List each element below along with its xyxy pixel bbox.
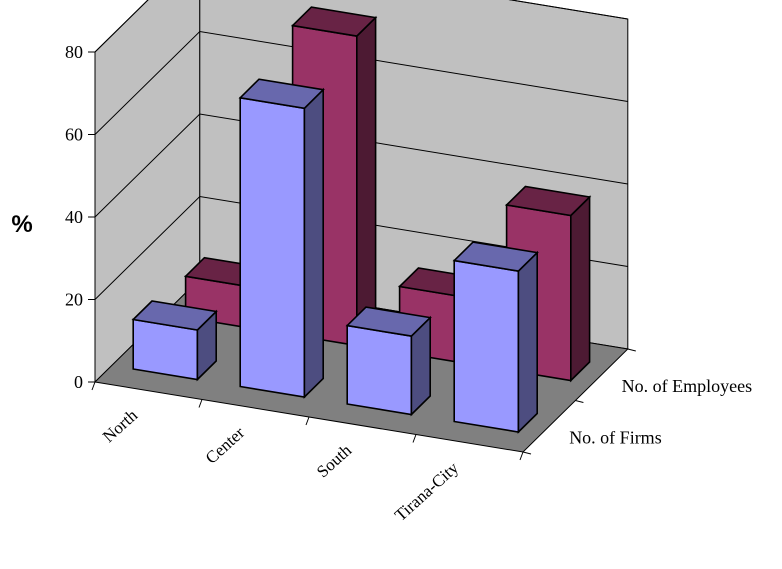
bar-top: [290, 6, 378, 37]
x-category-label: Center: [202, 423, 249, 468]
bar-side: [355, 15, 377, 348]
y-tick-label: 0: [74, 372, 83, 392]
x-tick-mark: [519, 451, 524, 461]
bar-front: [346, 324, 413, 416]
depth-tick-mark: [522, 451, 532, 455]
bar-side: [517, 250, 539, 434]
bar-side: [303, 87, 325, 399]
gridline: [94, 0, 628, 53]
series-label: No. of Employees: [622, 376, 752, 396]
bar-front: [453, 259, 520, 433]
bar-top: [452, 241, 539, 272]
gridlines: [94, 0, 628, 300]
axes: [88, 51, 636, 461]
gridline: [94, 195, 628, 300]
bar: [131, 300, 218, 382]
x-tick-mark: [91, 381, 96, 391]
y-axis-title: %: [11, 211, 32, 238]
x-tick-mark: [305, 416, 310, 426]
x-tick-mark: [412, 434, 417, 443]
bar-top: [131, 300, 218, 331]
bar: [345, 306, 432, 417]
bar-top: [238, 78, 325, 110]
series-label: No. of Firms: [569, 427, 662, 447]
y-tick-label: 40: [65, 207, 83, 227]
bar-top: [345, 306, 432, 337]
depth-tick-mark: [627, 348, 636, 352]
x-category-label: North: [99, 405, 142, 446]
depth-tick-mark: [575, 400, 584, 403]
x-tick-mark: [198, 399, 203, 408]
y-tick-label: 80: [65, 42, 83, 62]
bar-front: [239, 96, 306, 398]
y-tick-label: 20: [65, 290, 83, 310]
x-category-label: South: [313, 440, 356, 481]
bar-side: [569, 195, 591, 383]
bar-top: [504, 185, 592, 217]
bar: [452, 241, 539, 434]
x-category-label: Tirana-City: [391, 458, 463, 525]
y-tick-label: 60: [65, 125, 83, 145]
gridline: [94, 30, 628, 135]
gridline: [94, 113, 628, 218]
bars: [131, 6, 592, 434]
bar: [238, 78, 325, 399]
